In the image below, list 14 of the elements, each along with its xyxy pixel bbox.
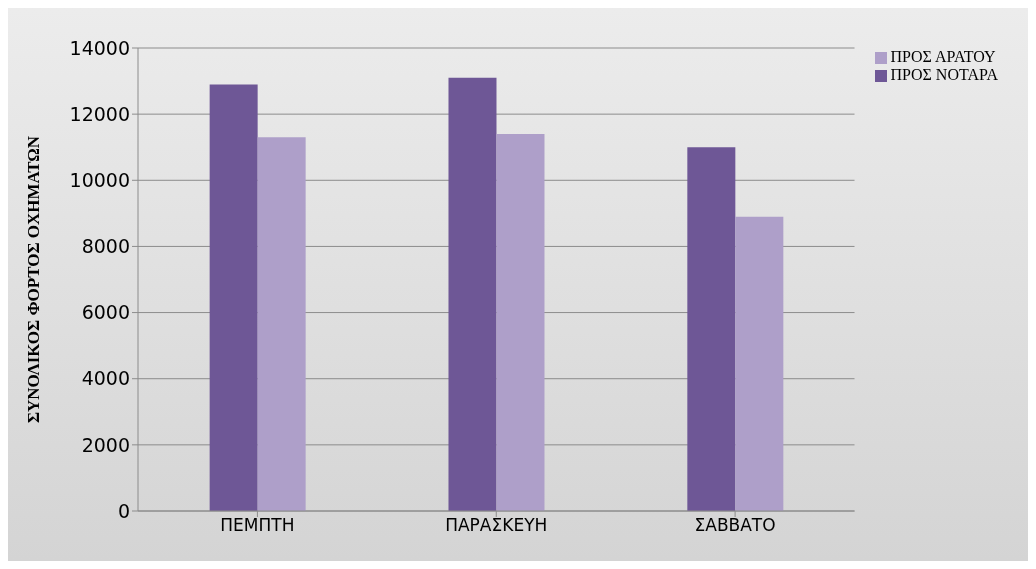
legend-label: ΠΡΟΣ ΑΡΑΤΟΥ [890, 48, 996, 65]
y-axis-title: ΣΥΝΟΛΙΚΟΣ ΦΟΡΤΟΣ ΟΧΗΜΑΤΩΝ [24, 135, 44, 424]
y-tick-label: 8000 [81, 235, 130, 258]
x-tick-label: ΠΕΜΠΤΗ [220, 515, 295, 536]
y-tick-label: 4000 [81, 367, 130, 390]
y-tick-label: 0 [117, 499, 130, 522]
y-tick-label: 2000 [81, 433, 130, 456]
y-tick-label: 14000 [69, 36, 130, 59]
legend-label: ΠΡΟΣ ΝΟΤΑΡΑ [890, 66, 998, 83]
y-tick-label: 6000 [81, 301, 130, 324]
x-tick-label: ΣΑΒΒΑΤΟ [694, 515, 776, 536]
x-tick-label: ΠΑΡΑΣΚΕΥΗ [445, 515, 548, 536]
y-tick-label: 12000 [69, 102, 130, 125]
y-tick-label: 10000 [69, 169, 130, 192]
